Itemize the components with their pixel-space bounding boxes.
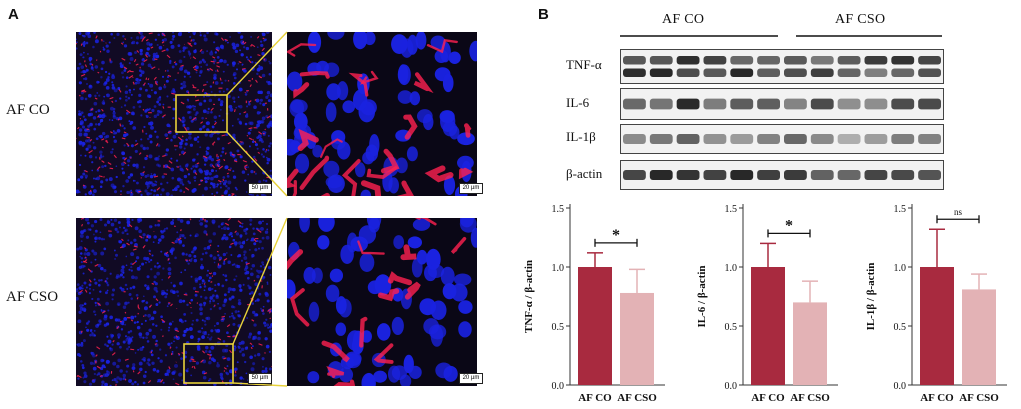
micrograph-af-co-zoom (287, 32, 477, 196)
zoom-line-af-cso-top (232, 217, 288, 345)
bar-af-co (920, 267, 954, 385)
y-tick-label: 1.5 (552, 204, 565, 215)
bar-af-co (751, 267, 785, 385)
y-tick-label: 1.0 (725, 263, 738, 274)
bar-af-cso (793, 302, 827, 385)
blot-strip-il1b (620, 124, 944, 154)
y-axis-label: IL-1β / β-actin (865, 263, 877, 331)
x-category-label: AF CO (751, 392, 785, 404)
bar-chart-il6: IL-6 / β-actin 0.0 0.5 1.0 1.5 AF CO AF CSO * (696, 204, 838, 404)
blot-label-il1b: IL-1β (566, 129, 596, 144)
y-tick-label: 1.5 (894, 204, 907, 215)
blot-group-af-cso: AF CSO (835, 12, 886, 27)
bar-af-cso (620, 292, 654, 385)
row-label-af-co: AF CO (6, 102, 50, 118)
zoom-box-af-co (175, 94, 228, 133)
scale-bar-af-co-overview: 50 µm (248, 183, 272, 194)
micrograph-af-cso-overview (76, 218, 272, 386)
blot-label-tnf: TNF-α (566, 57, 602, 72)
y-tick-label: 0.0 (552, 381, 565, 392)
x-category-label: AF CO (920, 392, 954, 404)
scale-bar-af-cso-zoom: 20 µm (459, 373, 483, 384)
significance-label: ns (954, 207, 963, 217)
x-category-label: AF CSO (617, 392, 657, 404)
significance-label: * (785, 217, 793, 234)
x-category-label: AF CSO (790, 392, 830, 404)
bar-af-co (578, 267, 612, 385)
bar-chart-tnf: TNF-α / β-actin 0.0 0.5 1.0 1.5 AF CO AF CSO * (523, 204, 665, 404)
blot-label-il6: IL-6 (566, 95, 590, 110)
blot-strip-tnf (620, 49, 944, 84)
y-tick-label: 1.0 (552, 263, 565, 274)
y-tick-label: 1.5 (725, 204, 738, 215)
bar-chart-il1b: IL-1β / β-actin 0.0 0.5 1.0 1.5 AF CO AF CSO ns (865, 204, 1007, 404)
y-tick-label: 0.5 (725, 322, 738, 333)
micrograph-af-co-overview (76, 32, 272, 196)
y-tick-label: 0.5 (552, 322, 565, 333)
zoom-line-af-cso-bottom (232, 382, 288, 387)
y-tick-label: 1.0 (894, 263, 907, 274)
micrograph-af-cso-zoom (287, 218, 477, 386)
panel-label-b: B (538, 6, 549, 23)
blot-strip-beta-actin (620, 160, 944, 190)
zoom-line-af-co-bottom (226, 131, 288, 197)
y-axis-label: IL-6 / β-actin (696, 265, 708, 327)
zoom-indicator-overlay (175, 31, 288, 387)
blot-group-af-co: AF CO (662, 12, 705, 27)
x-category-label: AF CO (578, 392, 612, 404)
scale-bar-af-co-zoom: 20 µm (459, 183, 483, 194)
blot-group-lines (620, 35, 942, 37)
panel-label-a: A (8, 6, 19, 23)
bar-af-cso (962, 289, 996, 385)
y-tick-label: 0.0 (725, 381, 738, 392)
x-category-label: AF CSO (959, 392, 999, 404)
row-label-af-cso: AF CSO (6, 289, 59, 305)
y-axis-label: TNF-α / β-actin (523, 260, 535, 333)
y-tick-label: 0.0 (894, 381, 907, 392)
zoom-box-af-cso (183, 343, 234, 384)
blot-strip-il6 (620, 88, 944, 120)
scale-bar-af-cso-overview: 50 µm (248, 373, 272, 384)
zoom-line-af-co-top (226, 31, 288, 96)
blot-label-beta-actin: β-actin (566, 166, 603, 181)
y-tick-label: 0.5 (894, 322, 907, 333)
significance-label: * (612, 227, 620, 244)
